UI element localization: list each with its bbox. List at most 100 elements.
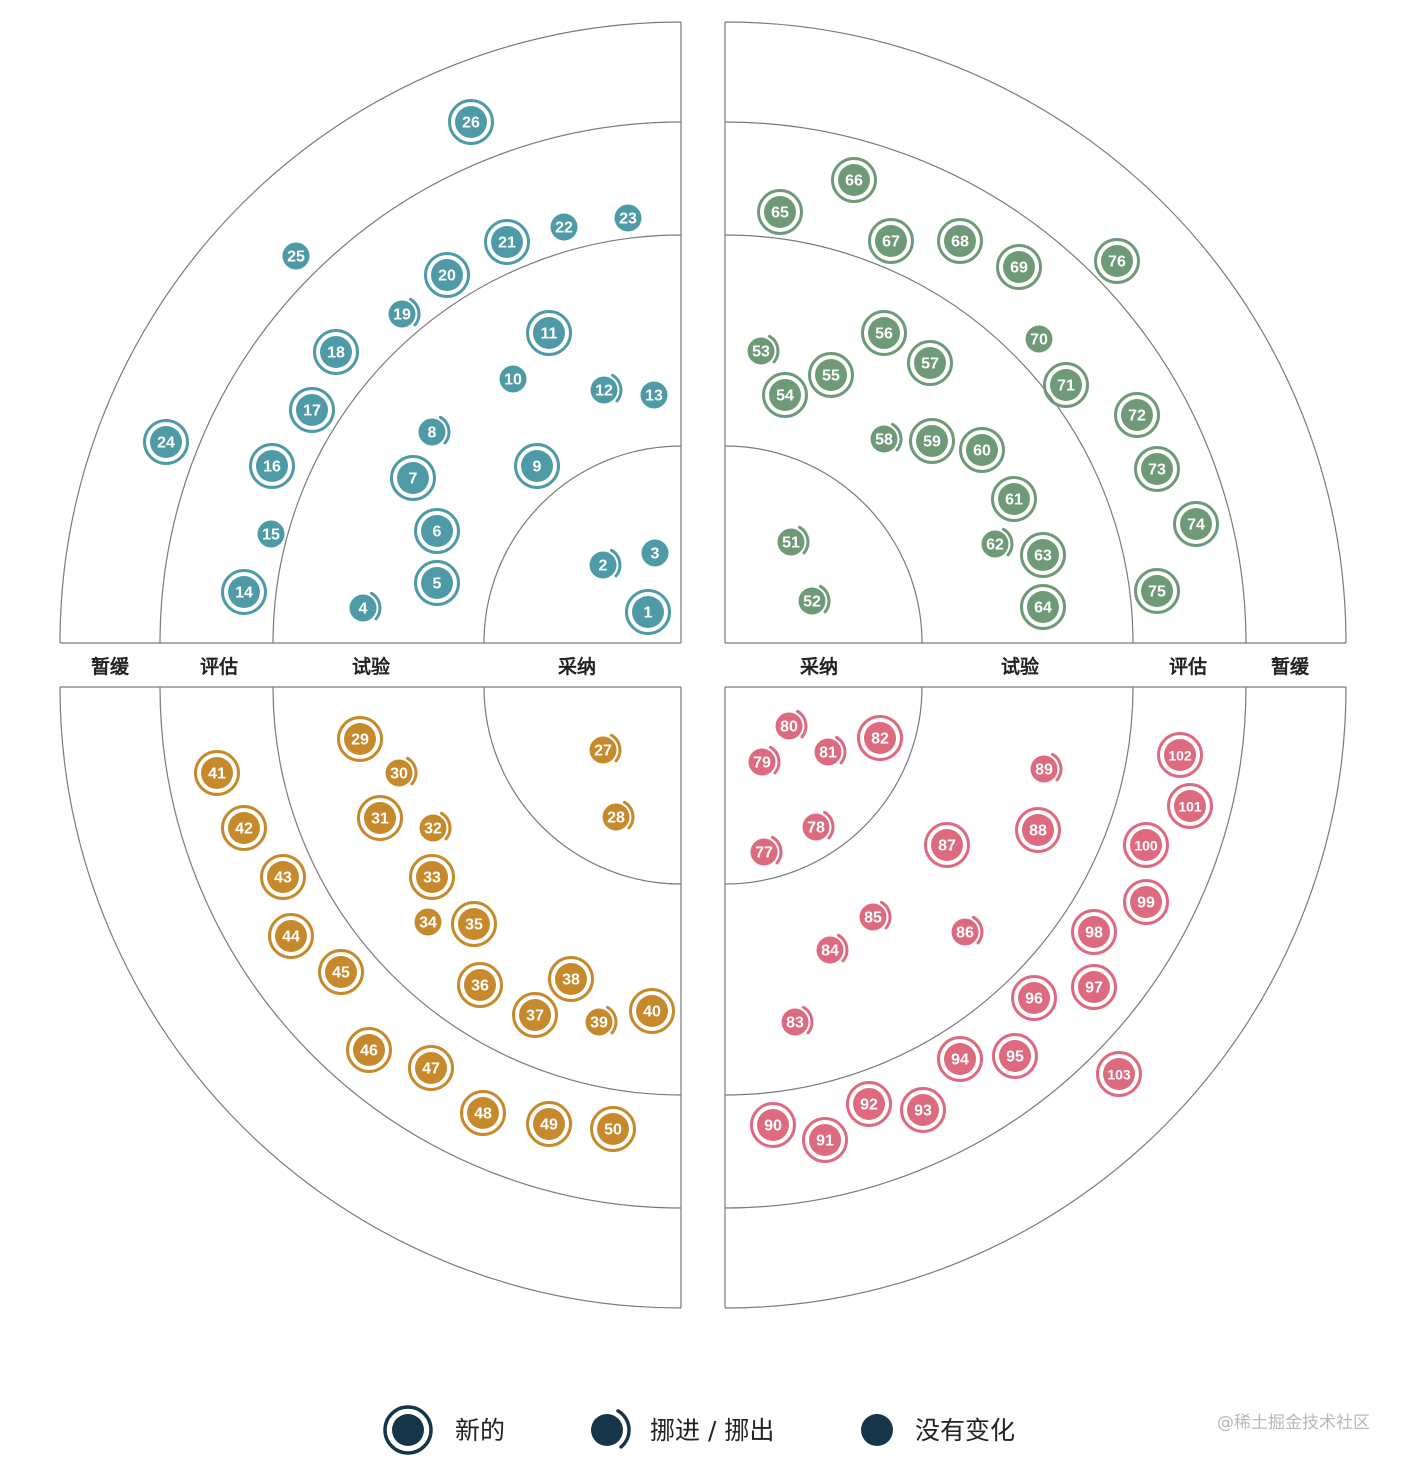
blip-14[interactable]: 14 [221,569,267,615]
blip-72[interactable]: 72 [1114,392,1160,438]
blip-63[interactable]: 63 [1020,532,1066,578]
blip-88[interactable]: 88 [1015,807,1061,853]
blip-35[interactable]: 35 [451,901,497,947]
blip-76[interactable]: 76 [1094,238,1140,284]
blip-57[interactable]: 57 [907,340,953,386]
blip-52[interactable]: 52 [798,584,831,615]
blip-2[interactable]: 2 [589,548,622,579]
blip-74[interactable]: 74 [1173,501,1219,547]
blip-56[interactable]: 56 [861,310,907,356]
blip-90[interactable]: 90 [750,1102,796,1148]
blip-70[interactable]: 70 [1025,325,1053,353]
blip-48[interactable]: 48 [460,1090,506,1136]
blip-43[interactable]: 43 [260,854,306,900]
blip-46[interactable]: 46 [346,1027,392,1073]
blip-3[interactable]: 3 [641,539,669,567]
blip-58[interactable]: 58 [870,422,903,453]
blip-27[interactable]: 27 [589,733,622,764]
blip-21[interactable]: 21 [484,219,530,265]
blip-84[interactable]: 84 [816,933,849,964]
blip-102[interactable]: 102 [1157,732,1203,778]
blip-68[interactable]: 68 [937,218,983,264]
blip-85[interactable]: 85 [859,900,892,931]
blip-86[interactable]: 86 [951,915,984,946]
blip-45[interactable]: 45 [318,949,364,995]
blip-103[interactable]: 103 [1096,1051,1142,1097]
blip-37[interactable]: 37 [512,992,558,1038]
blip-78[interactable]: 78 [802,810,835,841]
blip-7[interactable]: 7 [390,455,436,501]
blip-98[interactable]: 98 [1071,909,1117,955]
blip-71[interactable]: 71 [1043,362,1089,408]
blip-95[interactable]: 95 [992,1033,1038,1079]
blip-34[interactable]: 34 [414,908,442,936]
blip-1[interactable]: 1 [625,589,671,635]
blip-17[interactable]: 17 [289,387,335,433]
blip-36[interactable]: 36 [457,962,503,1008]
blip-8[interactable]: 8 [418,415,451,446]
blip-81[interactable]: 81 [814,735,847,766]
blip-15[interactable]: 15 [257,520,285,548]
blip-67[interactable]: 67 [868,218,914,264]
blip-12[interactable]: 12 [590,373,623,404]
blip-50[interactable]: 50 [590,1106,636,1152]
blip-65[interactable]: 65 [757,189,803,235]
blip-75[interactable]: 75 [1134,568,1180,614]
blip-39[interactable]: 39 [585,1005,618,1036]
blip-83[interactable]: 83 [781,1005,814,1036]
blip-9[interactable]: 9 [514,443,560,489]
blip-40[interactable]: 40 [629,988,675,1034]
blip-5[interactable]: 5 [414,560,460,606]
blip-80[interactable]: 80 [775,709,808,740]
blip-24[interactable]: 24 [143,419,189,465]
blip-31[interactable]: 31 [357,795,403,841]
blip-22[interactable]: 22 [550,213,578,241]
blip-49[interactable]: 49 [526,1101,572,1147]
blip-30[interactable]: 30 [385,756,418,787]
blip-55[interactable]: 55 [808,352,854,398]
blip-19[interactable]: 19 [388,297,421,328]
blip-13[interactable]: 13 [640,381,668,409]
blip-6[interactable]: 6 [414,508,460,554]
blip-16[interactable]: 16 [249,443,295,489]
blip-18[interactable]: 18 [313,329,359,375]
blip-89[interactable]: 89 [1030,752,1063,783]
blip-25[interactable]: 25 [282,242,310,270]
blip-32[interactable]: 32 [419,811,452,842]
blip-53[interactable]: 53 [747,334,780,365]
blip-47[interactable]: 47 [408,1045,454,1091]
blip-51[interactable]: 51 [777,525,810,556]
blip-60[interactable]: 60 [959,427,1005,473]
blip-91[interactable]: 91 [802,1117,848,1163]
blip-94[interactable]: 94 [937,1036,983,1082]
blip-33[interactable]: 33 [409,854,455,900]
blip-29[interactable]: 29 [337,716,383,762]
blip-20[interactable]: 20 [424,252,470,298]
blip-38[interactable]: 38 [548,956,594,1002]
blip-61[interactable]: 61 [991,476,1037,522]
blip-66[interactable]: 66 [831,157,877,203]
blip-93[interactable]: 93 [900,1087,946,1133]
blip-26[interactable]: 26 [448,99,494,145]
blip-28[interactable]: 28 [602,800,635,831]
blip-64[interactable]: 64 [1020,584,1066,630]
blip-4[interactable]: 4 [349,591,382,622]
blip-97[interactable]: 97 [1071,964,1117,1010]
blip-87[interactable]: 87 [924,822,970,868]
blip-99[interactable]: 99 [1123,879,1169,925]
blip-23[interactable]: 23 [614,204,642,232]
blip-73[interactable]: 73 [1134,446,1180,492]
blip-96[interactable]: 96 [1011,975,1057,1021]
blip-101[interactable]: 101 [1167,783,1213,829]
blip-10[interactable]: 10 [499,365,527,393]
blip-54[interactable]: 54 [762,372,808,418]
blip-69[interactable]: 69 [996,244,1042,290]
blip-82[interactable]: 82 [857,715,903,761]
blip-92[interactable]: 92 [846,1081,892,1127]
blip-59[interactable]: 59 [909,418,955,464]
blip-42[interactable]: 42 [221,805,267,851]
blip-41[interactable]: 41 [194,750,240,796]
blip-62[interactable]: 62 [981,527,1014,558]
blip-77[interactable]: 77 [750,835,783,866]
blip-79[interactable]: 79 [748,745,781,776]
